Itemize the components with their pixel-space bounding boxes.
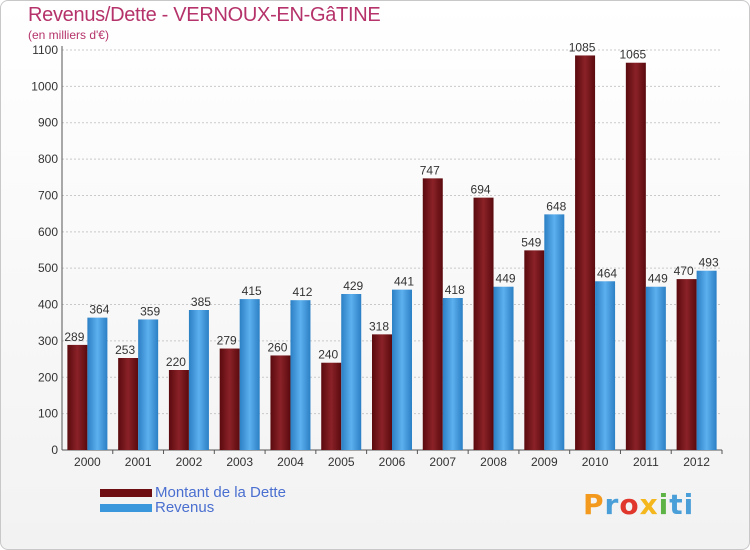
bar-revenus [290,300,311,450]
y-tick-label: 1000 [31,79,58,93]
y-tick-label: 100 [38,407,58,421]
data-label-dette: 470 [674,264,694,278]
x-tick-label: 2005 [328,455,355,469]
y-tick-label: 400 [38,298,58,312]
bar-dette [67,344,88,450]
bar-revenus [645,286,666,450]
bar-dette [219,348,240,450]
legend-label-dette: Montant de la Dette [155,484,286,501]
data-label-revenus: 648 [546,199,566,213]
proxiti-logo: Proxiti [583,488,695,521]
y-tick-label: 300 [38,334,58,348]
x-tick-label: 2000 [74,455,101,469]
data-label-dette: 289 [64,330,84,344]
data-label-revenus: 418 [445,283,465,297]
bar-dette [625,62,646,451]
legend-item-revenus: Revenus [100,499,286,516]
chart-subtitle: (en milliers d'€) [28,28,109,42]
y-tick-label: 700 [38,188,58,202]
data-label-dette: 253 [115,343,135,357]
data-label-dette: 747 [420,163,440,177]
y-tick-label: 0 [51,443,58,457]
data-label-revenus: 385 [191,295,211,309]
y-tick-label: 900 [38,116,58,130]
x-tick-label: 2011 [633,455,659,469]
x-tick-label: 2003 [226,455,253,469]
bar-dette [118,358,139,450]
bar-revenus [544,214,565,450]
bar-dette [168,370,189,450]
data-label-dette: 279 [217,334,237,348]
x-tick-label: 2002 [176,455,203,469]
y-tick-label: 200 [38,370,58,384]
bar-revenus [442,298,463,450]
bar-dette [422,178,443,450]
data-label-revenus: 449 [496,272,516,286]
data-label-revenus: 441 [394,275,414,289]
data-label-revenus: 464 [597,266,617,280]
x-tick-label: 2006 [379,455,406,469]
x-tick-label: 2008 [480,455,507,469]
data-label-revenus: 429 [343,279,363,293]
data-label-revenus: 493 [699,256,719,270]
data-label-revenus: 449 [648,272,668,286]
bar-revenus [493,286,514,450]
bar-revenus [392,289,412,450]
legend-item-dette: Montant de la Dette [100,484,286,501]
x-tick-label: 2009 [531,455,558,469]
data-label-revenus: 359 [140,304,160,318]
data-label-dette: 1085 [569,40,596,54]
x-tick-label: 2001 [125,455,152,469]
y-tick-label: 800 [38,152,58,166]
bar-revenus [138,319,159,450]
data-label-dette: 240 [318,348,338,362]
data-label-revenus: 412 [292,285,312,299]
bar-revenus [188,310,209,450]
bar-dette [372,334,392,450]
bar-revenus [341,294,362,450]
bar-dette [524,250,545,450]
data-label-revenus: 415 [242,284,262,298]
x-tick-label: 2007 [429,455,456,469]
y-tick-label: 1100 [32,43,58,57]
x-tick-label: 2010 [582,455,609,469]
bar-dette [676,279,697,450]
bar-revenus [87,317,108,450]
data-label-revenus: 364 [89,303,109,317]
bar-dette [473,197,494,450]
x-tick-label: 2012 [683,455,710,469]
chart-legend: Montant de la Dette Revenus [100,484,286,516]
legend-label-revenus: Revenus [155,499,215,516]
bar-dette [575,55,596,451]
data-label-dette: 318 [369,319,389,333]
chart-title: Revenus/Dette - VERNOUX-EN-GâTINE [28,4,381,26]
data-label-dette: 220 [166,355,186,369]
bar-dette [270,355,291,450]
legend-swatch-revenus [100,503,152,512]
x-tick-label: 2004 [277,455,304,469]
bar-revenus [239,299,260,450]
bar-revenus [595,281,616,450]
bar-revenus [696,270,717,450]
bar-dette [321,362,342,450]
data-label-dette: 549 [521,235,541,249]
data-label-dette: 1065 [619,48,646,62]
data-label-dette: 694 [471,183,491,197]
data-label-dette: 260 [267,340,287,354]
legend-swatch-dette [100,488,152,497]
y-tick-label: 500 [38,261,58,275]
y-tick-label: 600 [38,225,58,239]
